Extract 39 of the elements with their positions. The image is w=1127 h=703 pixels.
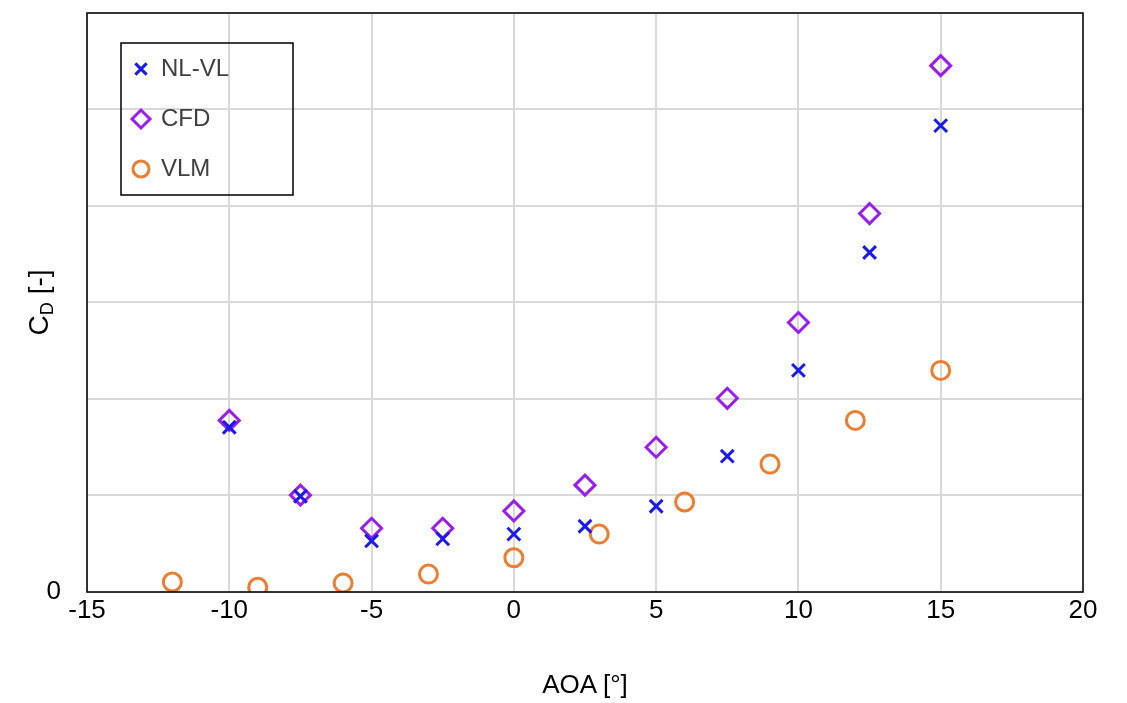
- point: [759, 453, 781, 475]
- point: [715, 386, 739, 410]
- point: [861, 244, 878, 261]
- point: [434, 530, 451, 547]
- legend-label: CFD: [161, 103, 211, 131]
- x-tick-label: 10: [783, 593, 813, 624]
- point: [648, 498, 665, 515]
- x-tick-label: -15: [68, 593, 106, 624]
- point: [858, 202, 882, 226]
- legend-label: NL-VL: [161, 53, 230, 81]
- point: [417, 563, 439, 585]
- point: [588, 523, 610, 545]
- y-axis-title: CD [-]: [22, 269, 58, 336]
- point: [505, 526, 522, 542]
- point: [161, 571, 183, 592]
- x-axis-title: AOA [°]: [542, 668, 628, 699]
- point: [573, 473, 597, 497]
- x-tick-label: 0: [506, 593, 522, 624]
- x-tick-label: 15: [926, 593, 956, 624]
- point: [502, 499, 526, 523]
- x-tick-label: -10: [210, 593, 249, 624]
- point: [932, 117, 949, 134]
- x-tick-label: 20: [1068, 593, 1098, 624]
- point: [577, 518, 593, 535]
- x-tick-label: -5: [360, 593, 384, 624]
- point: [503, 547, 525, 569]
- point: [674, 491, 696, 513]
- point: [360, 516, 384, 540]
- x-tick-label: 5: [648, 593, 664, 624]
- point: [644, 435, 668, 459]
- point: [929, 54, 953, 78]
- point: [844, 409, 866, 431]
- point: [363, 533, 380, 549]
- legend-label: VLM: [161, 153, 211, 181]
- point: [786, 311, 810, 334]
- point: [930, 359, 952, 381]
- point: [719, 448, 736, 465]
- point: [790, 362, 807, 379]
- point: [332, 572, 354, 592]
